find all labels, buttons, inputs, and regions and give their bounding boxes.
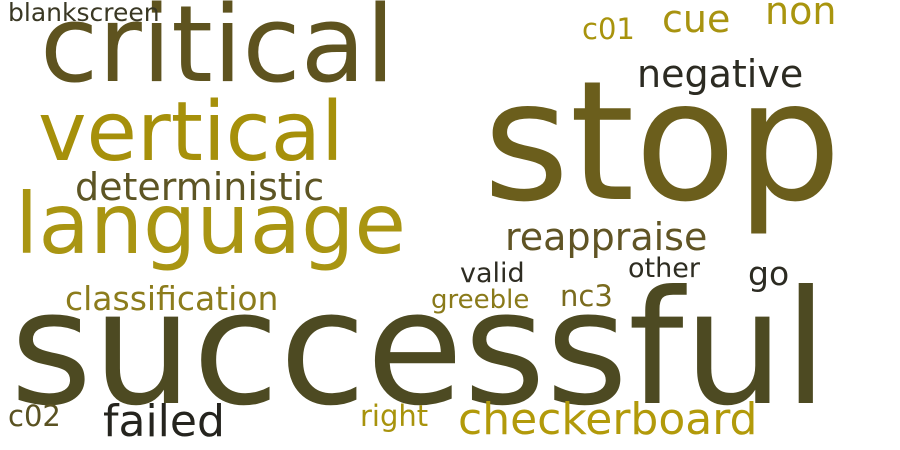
word-go: go (748, 254, 790, 293)
word-critical: critical (40, 0, 396, 106)
word-successful: successful (10, 257, 828, 441)
word-right: right (360, 399, 429, 433)
word-stop: stop (483, 46, 842, 239)
word-vertical: vertical (38, 85, 344, 180)
word-reappraise: reappraise (505, 215, 708, 259)
word-negative: negative (637, 52, 804, 96)
word-non: non (765, 0, 837, 33)
word-blankscreen: blankscreen (8, 0, 160, 27)
word-cue: cue (662, 0, 731, 41)
word-other: other (628, 253, 700, 284)
word-checkerboard: checkerboard (458, 394, 758, 445)
word-c02: c02 (8, 399, 61, 433)
word-classification: classification (65, 279, 279, 318)
word-deterministic: deterministic (75, 165, 325, 209)
word-language: language (15, 175, 407, 273)
word-valid: valid (460, 258, 525, 289)
word-nc3: nc3 (560, 279, 613, 313)
word-c01: c01 (582, 12, 635, 46)
word-failed: failed (103, 396, 225, 447)
word-greeble: greeble (431, 285, 530, 315)
